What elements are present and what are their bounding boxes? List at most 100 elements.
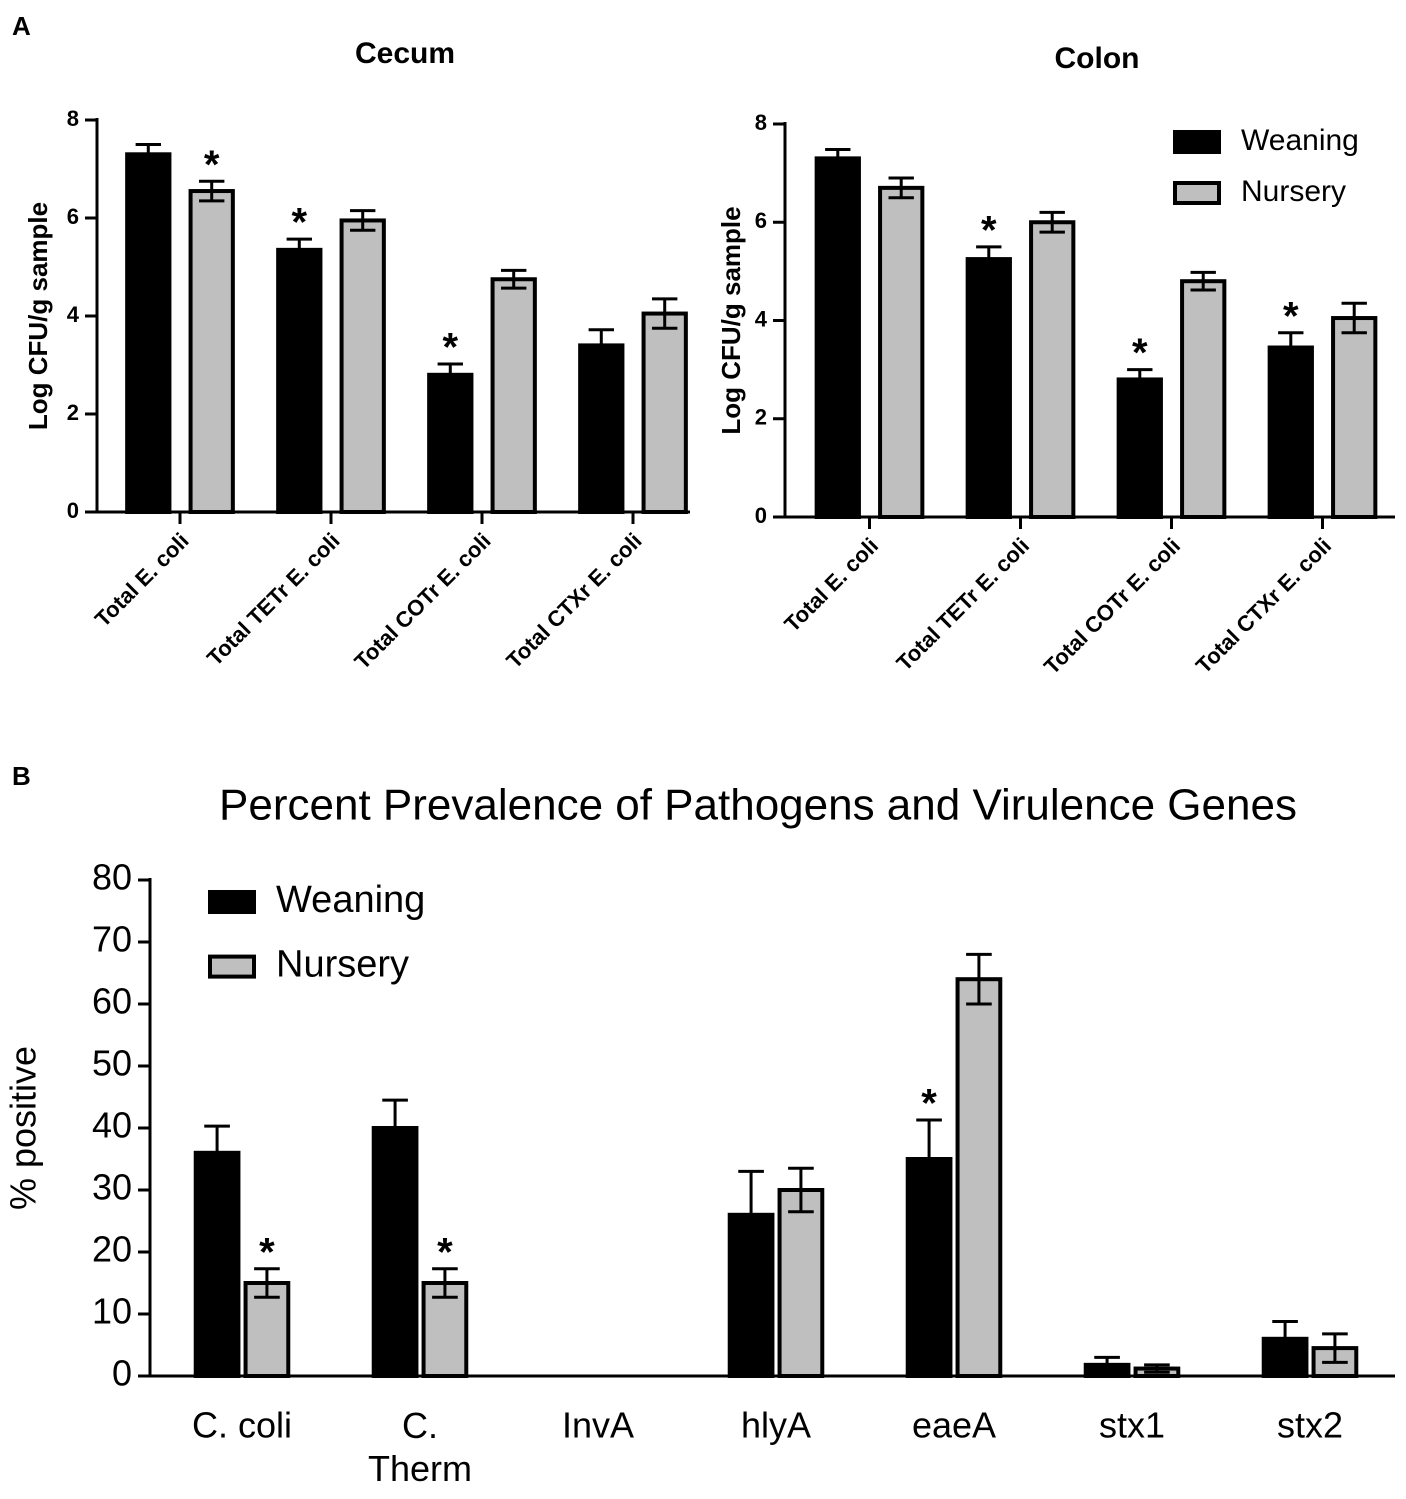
x-tick-label: C. Therm (368, 1405, 472, 1489)
y-tick-label: 0 (67, 498, 79, 523)
legend-swatch (208, 890, 256, 914)
error-bar (966, 952, 992, 1006)
error-bar (1190, 270, 1216, 292)
y-tick-label: 30 (92, 1167, 132, 1208)
y-axis-label: Log CFU/g sample (23, 202, 53, 430)
error-bar (1272, 1319, 1298, 1358)
bar (965, 257, 1012, 519)
error-bar (916, 1118, 942, 1200)
significance-marker: * (259, 1230, 275, 1274)
bar (1116, 377, 1163, 520)
legend-swatch (1173, 181, 1221, 205)
x-tick-label: Total CTXr E. coli (1191, 533, 1336, 678)
error-bar (501, 268, 527, 290)
error-bar (135, 143, 161, 166)
x-tick-label: Total E. coli (779, 533, 883, 637)
significance-marker: * (1132, 331, 1148, 375)
significance-marker: * (292, 201, 308, 245)
bar (578, 343, 625, 514)
significance-marker: * (443, 326, 459, 370)
y-tick-label: 6 (755, 208, 767, 233)
bar (878, 185, 925, 520)
significance-marker: * (981, 208, 997, 252)
y-tick-label: 50 (92, 1043, 132, 1084)
significance-marker: * (437, 1230, 453, 1274)
bar (276, 247, 323, 514)
error-bar (1322, 1332, 1348, 1364)
error-bar (1341, 301, 1367, 335)
y-axis-label: Log CFU/g sample (716, 206, 746, 434)
y-tick-label: 8 (67, 106, 79, 131)
y-tick-label: 70 (92, 919, 132, 960)
y-tick-label: 8 (755, 110, 767, 135)
error-bar (437, 362, 463, 388)
bar (1267, 345, 1314, 519)
error-bar (1039, 210, 1065, 234)
y-tick-label: 80 (92, 857, 132, 898)
x-tick-label: stx2 (1277, 1405, 1343, 1446)
error-bar (788, 1166, 814, 1214)
legend-label: Nursery (276, 944, 409, 986)
bar (339, 218, 386, 514)
error-bar (1094, 1355, 1120, 1374)
bar (125, 152, 172, 515)
error-bar (652, 297, 678, 330)
error-bar (286, 237, 312, 263)
chart-title: Percent Prevalence of Pathogens and Viru… (219, 781, 1297, 830)
y-tick-label: 2 (755, 405, 767, 430)
x-tick-label: stx1 (1099, 1405, 1165, 1446)
y-tick-label: 6 (67, 204, 79, 229)
bar (814, 156, 861, 519)
legend-swatch (1173, 130, 1221, 154)
legend-label: Weaning (1241, 124, 1359, 157)
panel-label: A (12, 11, 31, 41)
bar (427, 372, 474, 514)
error-bar (1278, 331, 1304, 364)
y-tick-label: 4 (755, 306, 768, 331)
x-tick-label: Total E. coli (90, 528, 194, 632)
error-bar (1127, 368, 1153, 391)
panel-label: B (12, 761, 31, 791)
x-tick-label: InvA (562, 1405, 634, 1446)
bar (188, 189, 235, 515)
bar (371, 1126, 419, 1378)
legend-label: Weaning (276, 879, 425, 921)
error-bar (588, 328, 614, 363)
bar (641, 311, 688, 514)
error-bar (432, 1267, 458, 1299)
bar (955, 977, 1003, 1378)
error-bar (350, 209, 376, 232)
bar (1180, 279, 1227, 520)
bar (1029, 220, 1076, 519)
significance-marker: * (1283, 294, 1299, 338)
x-tick-label: eaeA (912, 1405, 996, 1446)
significance-marker: * (921, 1082, 937, 1126)
x-tick-label: hlyA (741, 1405, 811, 1446)
error-bar (1144, 1363, 1170, 1374)
legend-label: Nursery (1241, 175, 1346, 208)
error-bar (976, 245, 1002, 273)
bar (727, 1212, 775, 1379)
significance-marker: * (204, 143, 220, 187)
bar (777, 1188, 825, 1378)
x-tick-label: C. coli (192, 1405, 292, 1446)
y-tick-label: 0 (755, 503, 767, 528)
y-tick-label: 20 (92, 1229, 132, 1270)
y-tick-label: 60 (92, 981, 132, 1022)
y-tick-label: 0 (112, 1353, 132, 1394)
y-tick-label: 2 (67, 400, 79, 425)
legend-swatch (208, 954, 256, 979)
x-tick-label: Total COTr E. coli (349, 528, 495, 674)
chart-title: Cecum (355, 37, 455, 70)
error-bar (204, 1124, 230, 1181)
error-bar (738, 1169, 764, 1260)
y-tick-label: 10 (92, 1291, 132, 1332)
x-tick-label: Total TETr E. coli (891, 533, 1034, 676)
error-bar (199, 179, 225, 203)
y-axis-label: % positive (3, 1046, 44, 1210)
chart-title: Colon (1055, 42, 1140, 75)
error-bar (888, 176, 914, 200)
y-tick-label: 4 (67, 302, 80, 327)
error-bar (382, 1098, 408, 1158)
